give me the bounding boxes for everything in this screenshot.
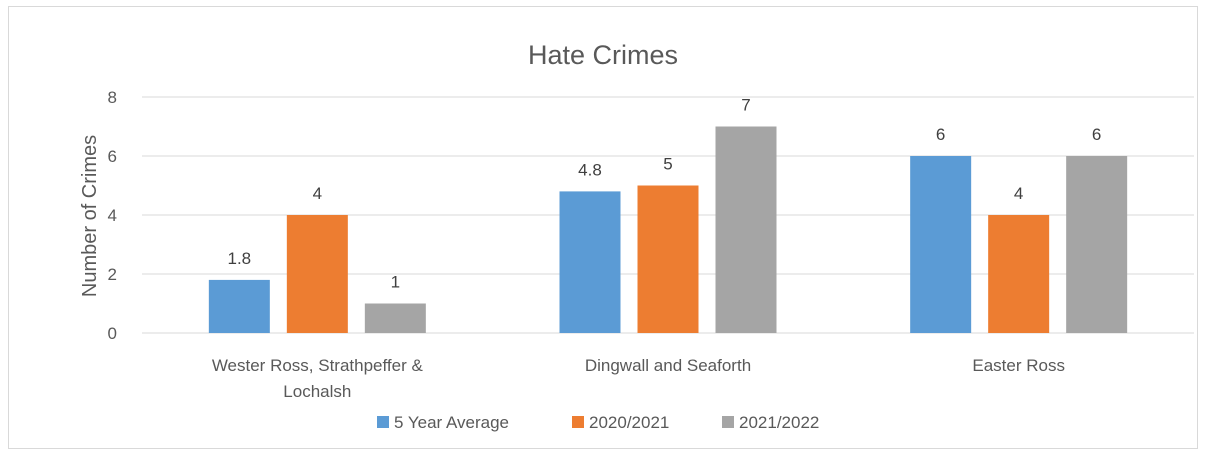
bar xyxy=(208,279,270,333)
bars xyxy=(208,126,1128,333)
y-tick-label: 0 xyxy=(108,324,117,343)
legend: 5 Year Average 2020/2021 2021/2022 xyxy=(377,413,819,432)
bar xyxy=(910,156,972,333)
bar xyxy=(637,185,699,333)
bar xyxy=(559,191,621,333)
y-tick-label: 2 xyxy=(108,265,117,284)
y-axis-ticks: 0 2 4 6 8 xyxy=(108,88,117,343)
legend-label: 5 Year Average xyxy=(394,413,509,432)
legend-label: 2020/2021 xyxy=(589,413,669,432)
bar xyxy=(715,126,777,333)
data-label: 1.8 xyxy=(228,249,252,268)
data-label: 4 xyxy=(313,184,322,203)
bar xyxy=(988,215,1050,333)
category-labels: Wester Ross, Strathpeffer & Lochalsh Dingw… xyxy=(212,356,1065,401)
bar xyxy=(364,303,426,333)
data-label: 1 xyxy=(391,273,400,292)
category-label: Lochalsh xyxy=(283,382,351,401)
category-label: Wester Ross, Strathpeffer & xyxy=(212,356,424,375)
data-label: 6 xyxy=(1092,125,1101,144)
category-label: Easter Ross xyxy=(972,356,1065,375)
y-tick-label: 6 xyxy=(108,147,117,166)
data-label: 6 xyxy=(936,125,945,144)
y-tick-label: 4 xyxy=(108,206,117,225)
y-tick-label: 8 xyxy=(108,88,117,107)
legend-swatch xyxy=(572,416,584,428)
data-labels: 1.8 4.8 6 4 5 4 1 7 6 xyxy=(228,96,1102,292)
data-label: 7 xyxy=(741,96,750,115)
data-label: 5 xyxy=(663,155,672,174)
legend-swatch xyxy=(722,416,734,428)
chart-title: Hate Crimes xyxy=(528,40,678,70)
bar xyxy=(1066,156,1128,333)
category-label: Dingwall and Seaforth xyxy=(585,356,751,375)
bar xyxy=(286,215,348,333)
y-axis-title: Number of Crimes xyxy=(79,135,101,297)
data-label: 4.8 xyxy=(578,160,602,179)
data-label: 4 xyxy=(1014,184,1023,203)
legend-label: 2021/2022 xyxy=(739,413,819,432)
legend-swatch xyxy=(377,416,389,428)
